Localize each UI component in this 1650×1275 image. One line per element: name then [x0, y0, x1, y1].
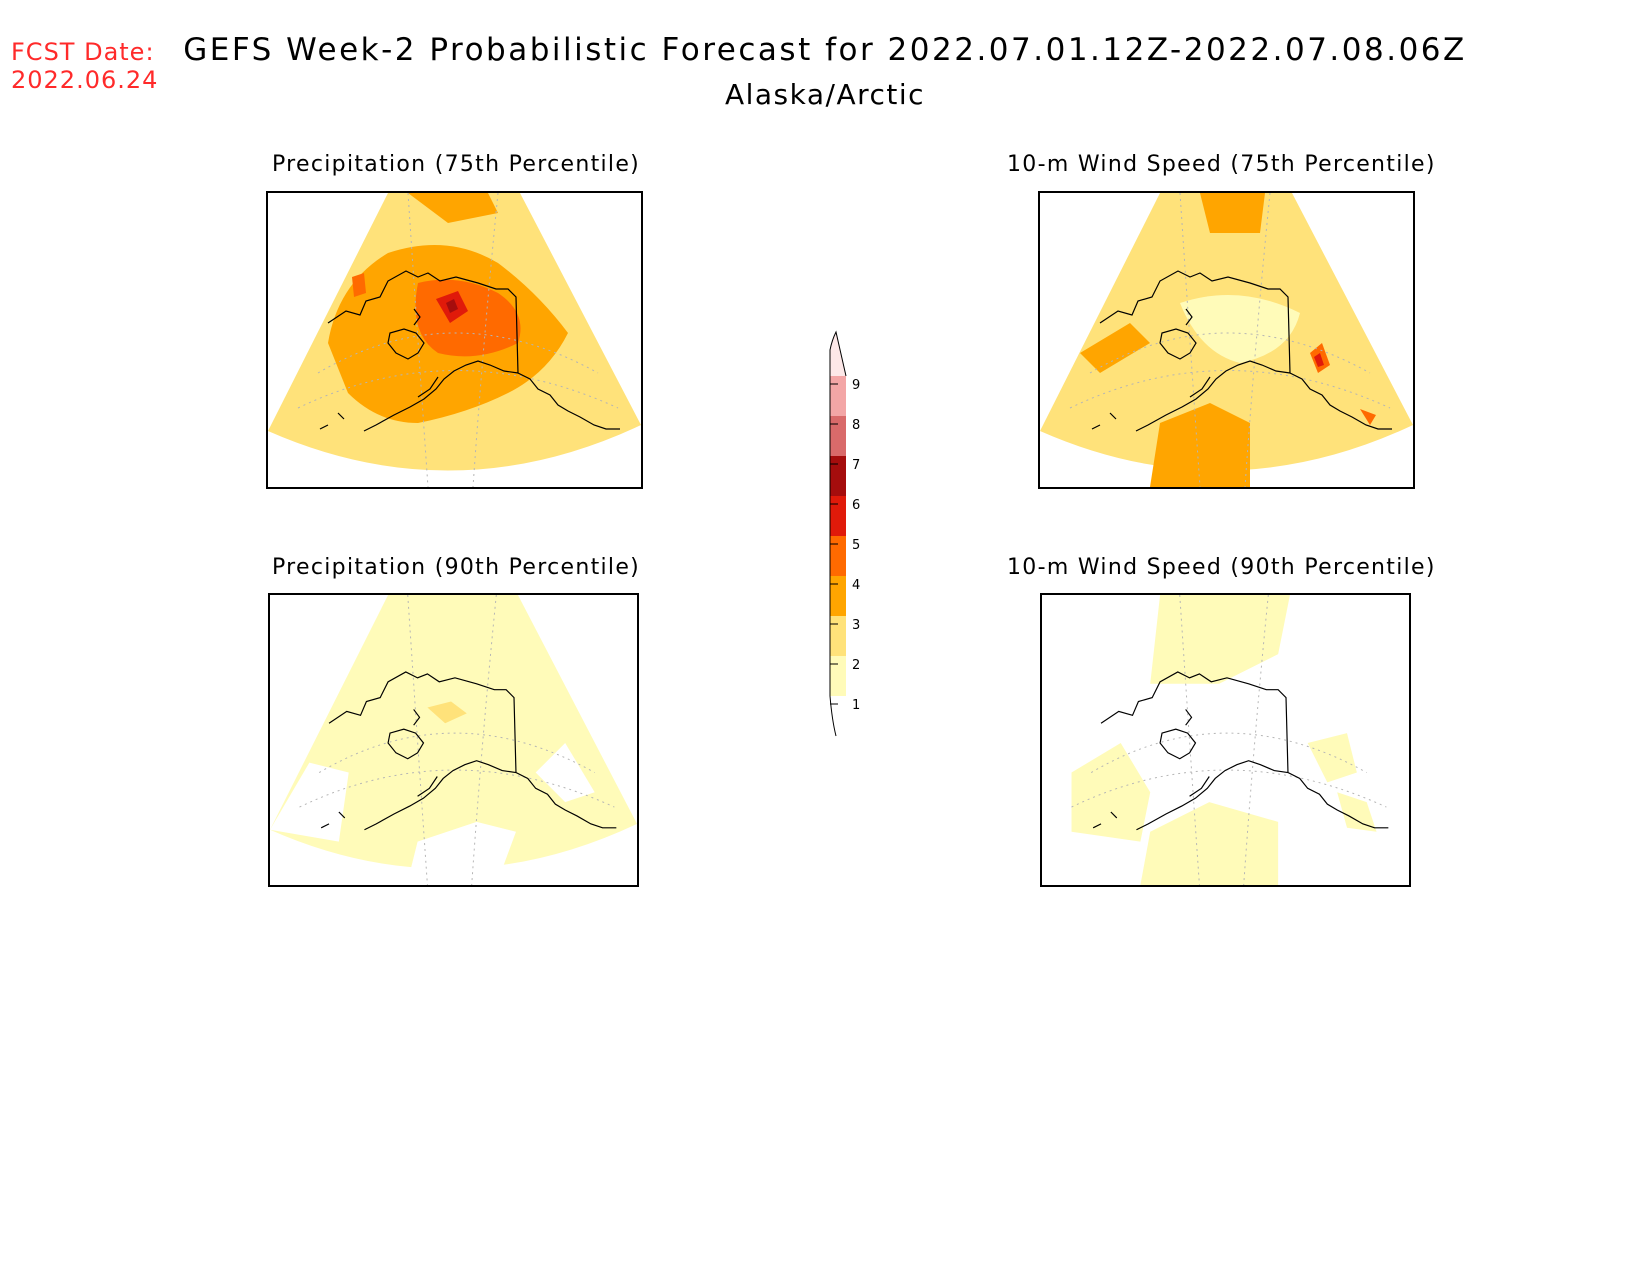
probability-shading [446, 299, 458, 313]
probability-shading [427, 701, 467, 724]
colorbar-swatch [830, 376, 846, 416]
main-title: GEFS Week-2 Probabilistic Forecast for 2… [183, 32, 1467, 68]
colorbar-tick-label: 10 [852, 698, 860, 713]
coastline [1091, 270, 1392, 432]
probability-shading [1150, 403, 1250, 487]
coastline [1092, 671, 1389, 831]
map-wind-90 [1040, 593, 1411, 887]
probability-shading [1140, 802, 1279, 885]
probability-shading [1360, 409, 1376, 425]
colorbar-tick-label: 70 [852, 458, 860, 473]
colorbar-swatch [830, 656, 846, 696]
map-wind-75 [1038, 191, 1415, 489]
probability-shading [270, 595, 637, 869]
panel-precip-90-title: Precipitation (90th Percentile) [272, 555, 641, 580]
probability-shading [1180, 295, 1300, 363]
probability-shading [1337, 792, 1377, 832]
map-precip-75 [266, 191, 643, 489]
coastline [320, 671, 617, 831]
colorbar-top-cap [829, 330, 847, 377]
panel-wind-90-title: 10-m Wind Speed (90th Percentile) [1007, 555, 1436, 580]
probability-shading [1071, 742, 1151, 842]
forecast-date-label: FCST Date: [11, 38, 155, 66]
colorbar-swatch [830, 496, 846, 536]
probability-shading [352, 273, 366, 297]
probability-shading [1200, 193, 1265, 233]
map-wind-90-svg [1042, 595, 1409, 885]
color-legend: 90 80 70 60 50 40 30 20 10 [829, 330, 860, 737]
map-wind-75-svg [1040, 193, 1413, 487]
map-precip-75-svg [268, 193, 641, 487]
probability-shading [408, 193, 498, 223]
colorbar-tick-label: 20 [852, 658, 860, 673]
colorbar-tick-label: 50 [852, 538, 860, 553]
colorbar-tick-label: 40 [852, 578, 860, 593]
colorbar-swatch [830, 456, 846, 496]
probability-shading [1314, 353, 1324, 367]
probability-shading [1150, 595, 1290, 684]
region-subtitle: Alaska/Arctic [724, 78, 926, 111]
probability-shading [1080, 323, 1150, 373]
colorbar-swatch [830, 616, 846, 656]
colorbar-tick-label: 80 [852, 418, 860, 433]
forecast-date-value: 2022.06.24 [11, 66, 159, 94]
panel-precip-75-title: Precipitation (75th Percentile) [272, 152, 641, 177]
map-precip-90 [268, 593, 639, 887]
probability-shading [270, 762, 349, 842]
colorbar-swatch [830, 416, 846, 456]
map-precip-90-svg [270, 595, 637, 885]
colorbar-swatch [830, 576, 846, 616]
probability-shading [1307, 733, 1357, 783]
colorbar-swatch [830, 536, 846, 576]
colorbar-tick-label: 60 [852, 498, 860, 513]
colorbar-tick-label: 90 [852, 378, 860, 393]
coastline [319, 270, 620, 432]
colorbar-bottom-cap [829, 695, 837, 737]
probability-shading [407, 821, 516, 885]
colorbar-tick-label: 30 [852, 618, 860, 633]
panel-wind-75-title: 10-m Wind Speed (75th Percentile) [1007, 152, 1436, 177]
